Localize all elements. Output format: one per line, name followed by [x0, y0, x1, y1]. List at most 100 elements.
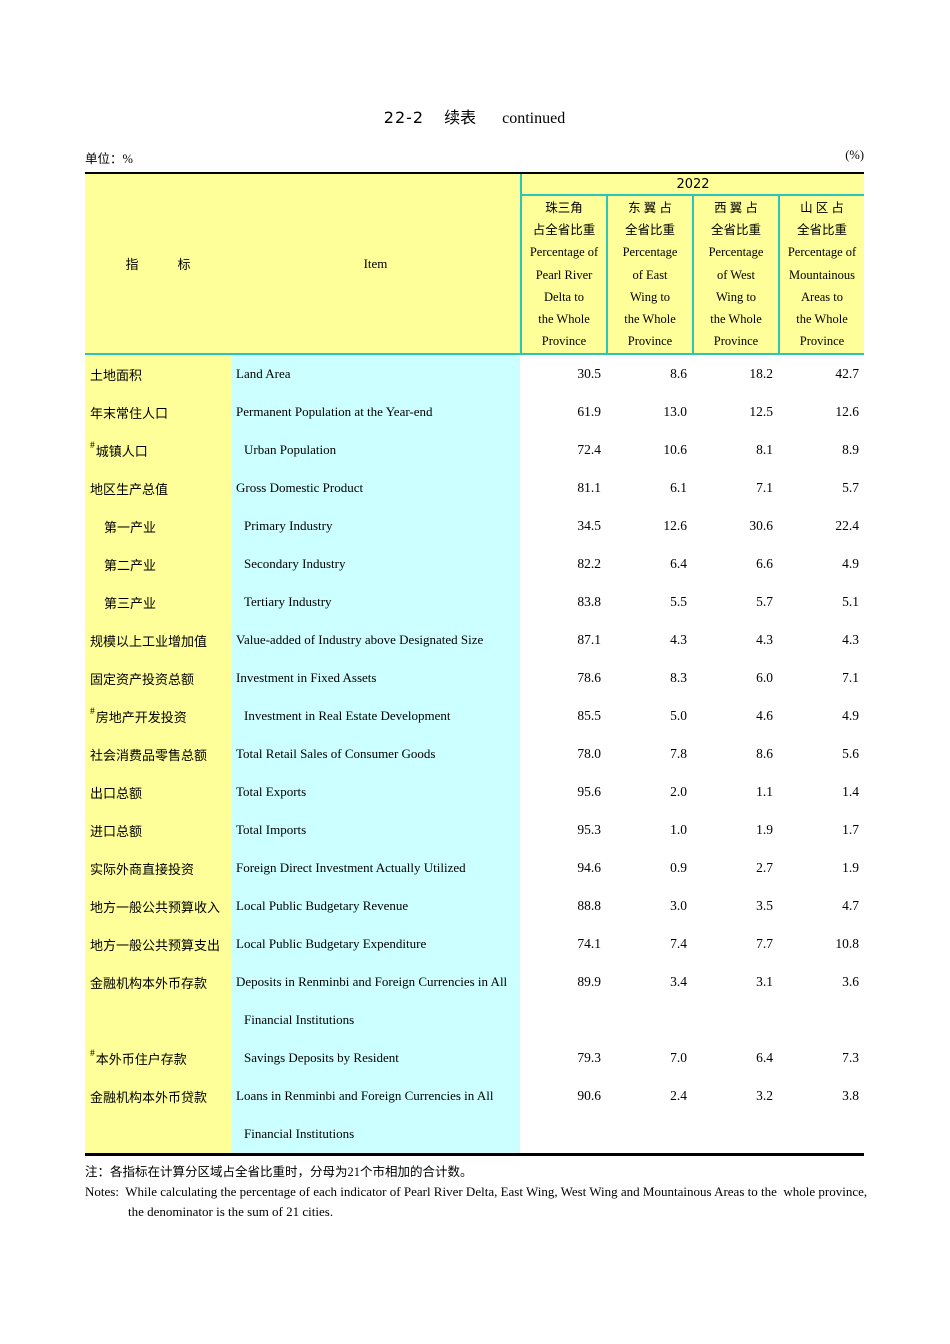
value-cell: 4.7	[778, 887, 864, 925]
unit-label: 单位：%	[85, 152, 133, 166]
table-row: 社会消费品零售总额 Total Retail Sales of Consumer …	[85, 735, 864, 773]
value-cell: 12.6	[606, 507, 692, 545]
value-cell: 8.6	[692, 735, 778, 773]
indicator-cn: 进口总额	[85, 811, 231, 849]
header-col-line: of West	[717, 267, 755, 282]
value-cell: 4.3	[692, 621, 778, 659]
title-en: continued	[502, 110, 566, 127]
value-cell: 4.9	[778, 697, 864, 735]
value-cell: 78.6	[520, 659, 606, 697]
value-cell	[606, 1115, 692, 1153]
value-cell: 4.3	[606, 621, 692, 659]
indicator-cn-text: 第三产业	[104, 595, 157, 611]
unit-right-label: (%)	[845, 148, 864, 162]
indicator-cn-text: 规模以上工业增加值	[90, 633, 208, 649]
value-cell: 22.4	[778, 507, 864, 545]
indicator-en: Investment in Real Estate Development	[231, 697, 520, 735]
indicator-cn: 规模以上工业增加值	[85, 621, 231, 659]
indicator-cn-text: 本外币住户存款	[95, 1051, 187, 1067]
table-row: 规模以上工业增加值 Value-added of Industry above D…	[85, 621, 864, 659]
table-row: 出口总额 Total Exports 95.6 2.0 1.1 1.4	[85, 773, 864, 811]
header-col-line: 珠三角	[545, 201, 583, 215]
indicator-cn-text: 地方一般公共预算支出	[90, 937, 221, 953]
value-cell	[692, 1001, 778, 1039]
value-cell: 0.9	[606, 849, 692, 887]
indicator-en: Investment in Fixed Assets	[231, 659, 520, 697]
value-cell: 5.5	[606, 583, 692, 621]
value-cell: 6.1	[606, 469, 692, 507]
value-cell: 2.0	[606, 773, 692, 811]
value-cell: 94.6	[520, 849, 606, 887]
indicator-en-text: Deposits in Renminbi and Foreign Currenc…	[236, 974, 508, 989]
value-cell: 7.1	[778, 659, 864, 697]
value-cell: 85.5	[520, 697, 606, 735]
indicator-en: Foreign Direct Investment Actually Utili…	[231, 849, 520, 887]
header-year-group: 2022 珠三角 占全省比重 Percentage of Pearl River Del…	[520, 174, 864, 353]
header-columns: 珠三角 占全省比重 Percentage of Pearl River Delta to…	[522, 196, 864, 353]
indicator-en-text: Gross Domestic Product	[236, 480, 364, 495]
indicator-cn-text: 房地产开发投资	[95, 709, 187, 725]
value-cell: 3.2	[692, 1077, 778, 1115]
indicator-en-text: Investment in Fixed Assets	[236, 670, 377, 685]
value-cell: 5.0	[606, 697, 692, 735]
value-cell: 89.9	[520, 963, 606, 1001]
value-cell: 30.6	[692, 507, 778, 545]
value-cell: 83.8	[520, 583, 606, 621]
value-cell: 8.3	[606, 659, 692, 697]
indicator-cn-text: 实际外商直接投资	[90, 861, 195, 877]
indicator-en: Secondary Industry	[231, 545, 520, 583]
indicator-en: Financial Institutions	[231, 1115, 520, 1153]
indicator-en-text: Urban Population	[244, 442, 337, 457]
header-col-line: 占全省比重	[532, 223, 596, 238]
value-cell: 7.4	[606, 925, 692, 963]
value-cell: 5.6	[778, 735, 864, 773]
indicator-en: Savings Deposits by Resident	[231, 1039, 520, 1077]
indicator-cn: 金融机构本外币存款	[85, 963, 231, 1001]
value-cell: 72.4	[520, 431, 606, 469]
value-cell: 1.9	[692, 811, 778, 849]
indicator-cn: 地区生产总值	[85, 469, 231, 507]
indicator-en-text: Total Imports	[236, 822, 307, 837]
header-col-line: 全省比重	[796, 223, 847, 238]
header-indicator-cn: 指 标	[125, 257, 191, 272]
table-body: 土地面积 Land Area 30.5 8.6 18.2 42.7 年末常住人口 Perman…	[85, 355, 864, 1156]
value-cell: 4.9	[778, 545, 864, 583]
header-col-line: Delta to	[544, 289, 584, 304]
indicator-en: Total Retail Sales of Consumer Goods	[231, 735, 520, 773]
value-cell: 7.0	[606, 1039, 692, 1077]
value-cell: 1.1	[692, 773, 778, 811]
value-cell: 12.6	[778, 393, 864, 431]
indicator-en: Gross Domestic Product	[231, 469, 520, 507]
table-row: 地方一般公共预算收入 Local Public Budgetary Revenue…	[85, 887, 864, 925]
indicator-cn-text: 土地面积	[90, 367, 143, 383]
header-col-line: Mountainous	[789, 267, 855, 282]
value-cell: 8.6	[606, 355, 692, 393]
header-year: 2022	[522, 174, 864, 196]
value-cell: 7.7	[692, 925, 778, 963]
indicator-cn-text: 城镇人口	[95, 443, 148, 459]
header-col-line: Wing to	[629, 289, 671, 304]
indicator-cn: 实际外商直接投资	[85, 849, 231, 887]
value-cell: 6.4	[692, 1039, 778, 1077]
header-col-line: the Whole	[710, 312, 762, 327]
value-cell: 4.6	[692, 697, 778, 735]
unit-row: 单位：% (%)	[85, 148, 864, 167]
hash-mark: #	[90, 441, 95, 451]
indicator-en-text: Total Exports	[236, 784, 307, 799]
table-row: 地方一般公共预算支出 Local Public Budgetary Expendi…	[85, 925, 864, 963]
indicator-en-text: Primary Industry	[244, 518, 333, 533]
page-title: 22-2 续表 continued	[85, 104, 864, 128]
value-cell: 90.6	[520, 1077, 606, 1115]
value-cell: 1.7	[778, 811, 864, 849]
header-col-line: the Whole	[538, 312, 590, 327]
value-cell: 3.6	[778, 963, 864, 1001]
indicator-cn: 第二产业	[85, 545, 231, 583]
header-col-line: Province	[713, 334, 759, 349]
value-cell: 6.0	[692, 659, 778, 697]
table-row: 金融机构本外币贷款 Loans in Renminbi and Foreign C…	[85, 1077, 864, 1115]
indicator-cn	[85, 1115, 231, 1153]
note-en-line2: the denominator is the sum of 21 cities.	[128, 1204, 334, 1219]
value-cell: 3.8	[778, 1077, 864, 1115]
indicator-en: Urban Population	[231, 431, 520, 469]
